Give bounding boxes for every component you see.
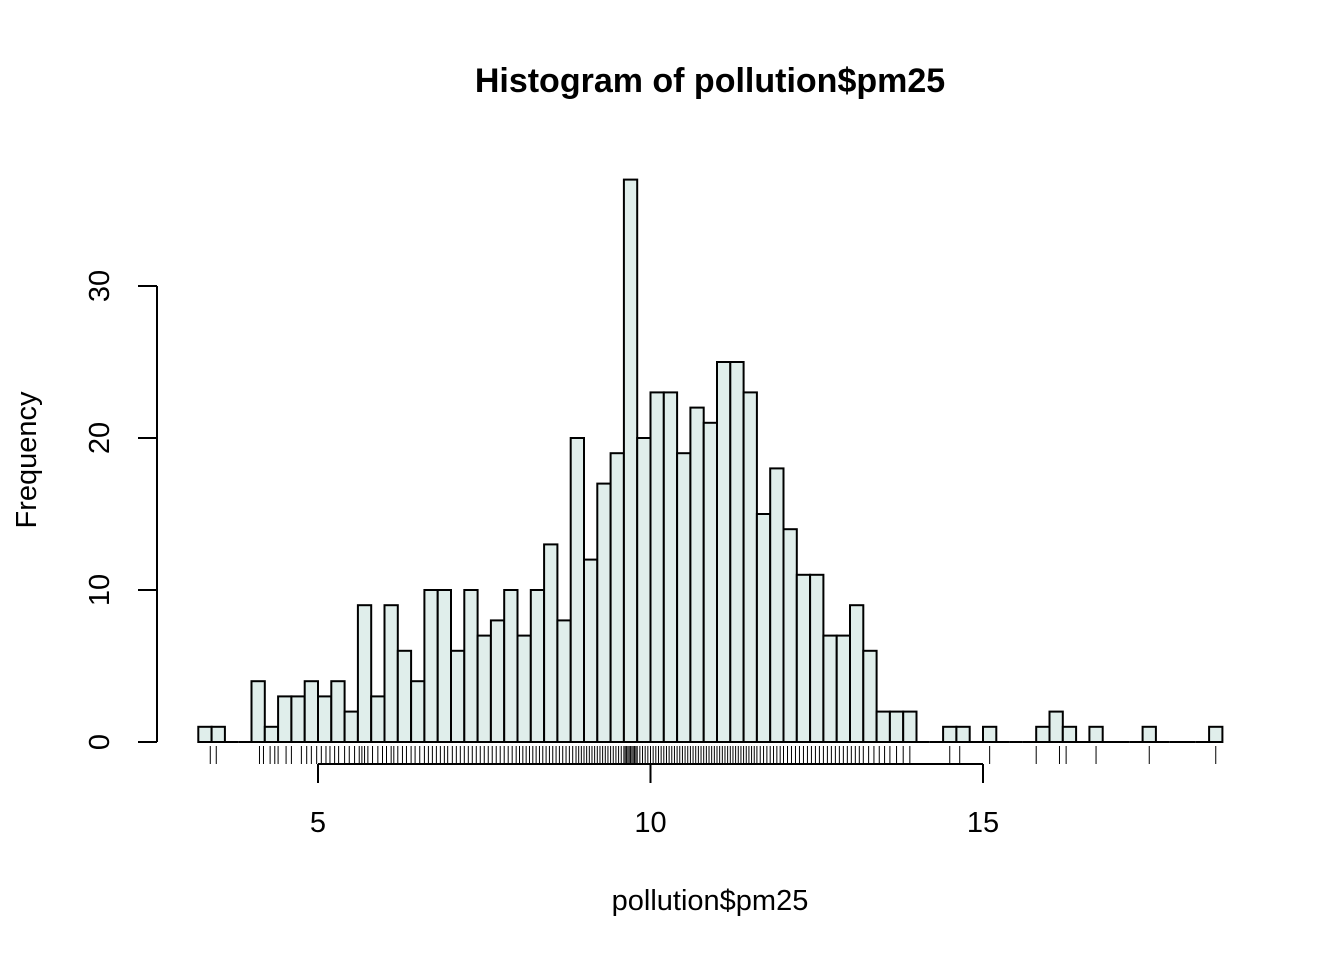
histogram-bar xyxy=(742,391,758,743)
histogram-bar xyxy=(1061,725,1078,743)
histogram-bar xyxy=(649,391,665,743)
histogram-bar xyxy=(343,710,359,743)
y-tick-label: 30 xyxy=(84,270,116,302)
histogram-bar xyxy=(822,634,838,743)
histogram-bar xyxy=(396,649,413,743)
histogram-bar xyxy=(862,649,878,743)
histogram-bar xyxy=(729,361,745,743)
y-axis: 0 10 20 30 xyxy=(84,270,158,750)
y-tick-label: 0 xyxy=(84,734,116,750)
histogram-bar xyxy=(290,695,306,744)
y-tick-label: 10 xyxy=(84,574,116,606)
histogram-bar xyxy=(556,619,572,744)
histogram-bar xyxy=(676,452,692,743)
histogram-bar xyxy=(902,710,918,743)
histogram-bar xyxy=(609,452,625,743)
histogram-bar xyxy=(769,467,785,743)
histogram-bar xyxy=(423,589,439,743)
histogram-bar xyxy=(809,573,825,743)
histogram-bar xyxy=(463,589,479,743)
histogram-bar xyxy=(529,589,546,743)
histogram-bar xyxy=(875,710,891,743)
histogram-bar xyxy=(356,604,373,744)
y-axis-label: Frequency xyxy=(11,391,43,529)
y-tick-label: 20 xyxy=(84,422,116,454)
rug-marks xyxy=(209,746,1217,764)
histogram-bar xyxy=(330,680,346,744)
histogram-bar xyxy=(1048,710,1064,743)
histogram-bar xyxy=(436,589,453,743)
histogram-bar xyxy=(1088,725,1104,743)
chart-title: Histogram of pollution$pm25 xyxy=(475,62,945,100)
histogram-bar xyxy=(250,680,266,744)
histogram-bar xyxy=(197,725,213,743)
histogram-bar xyxy=(716,361,732,743)
histogram-bar xyxy=(1141,725,1157,743)
histogram-bar xyxy=(982,725,998,743)
histogram-bar xyxy=(702,421,719,743)
histogram-bar xyxy=(596,482,612,743)
histogram-bar xyxy=(516,634,532,743)
histogram-bar xyxy=(636,437,652,743)
histogram-bar xyxy=(888,710,905,743)
histogram-bar xyxy=(476,634,492,743)
histogram-bar xyxy=(662,391,679,743)
x-axis-label: pollution$pm25 xyxy=(612,885,809,917)
histogram-bar xyxy=(489,619,506,744)
histogram-bar xyxy=(210,725,226,743)
x-tick-label: 10 xyxy=(634,807,666,839)
histogram-bar xyxy=(383,604,399,744)
histogram-bar xyxy=(303,680,320,744)
x-tick-label: 15 xyxy=(967,807,999,839)
histogram-bar xyxy=(622,178,639,744)
histogram-bar xyxy=(370,695,386,744)
x-tick-label: 5 xyxy=(310,807,326,839)
histogram-bar xyxy=(569,437,586,743)
histogram-bar xyxy=(277,695,293,744)
histogram-bars xyxy=(197,178,1224,744)
histogram-bar xyxy=(795,573,812,743)
histogram-bar xyxy=(942,725,958,743)
histogram-bar xyxy=(410,680,426,744)
histogram-bar xyxy=(755,513,772,743)
histogram-bar xyxy=(503,589,519,743)
histogram-bar xyxy=(317,695,333,744)
histogram-bar xyxy=(1035,725,1051,743)
histogram-bar xyxy=(263,725,280,743)
histogram-bar xyxy=(849,604,865,744)
histogram-bar xyxy=(835,634,852,743)
histogram-bar xyxy=(955,725,971,743)
histogram-bar xyxy=(782,528,798,744)
histogram-bar xyxy=(450,649,466,743)
histogram-bar xyxy=(543,543,559,744)
histogram-bar xyxy=(583,558,599,743)
x-axis: 5 10 15 xyxy=(310,763,999,839)
histogram-bar xyxy=(689,406,705,743)
histogram-bar xyxy=(1208,725,1224,743)
